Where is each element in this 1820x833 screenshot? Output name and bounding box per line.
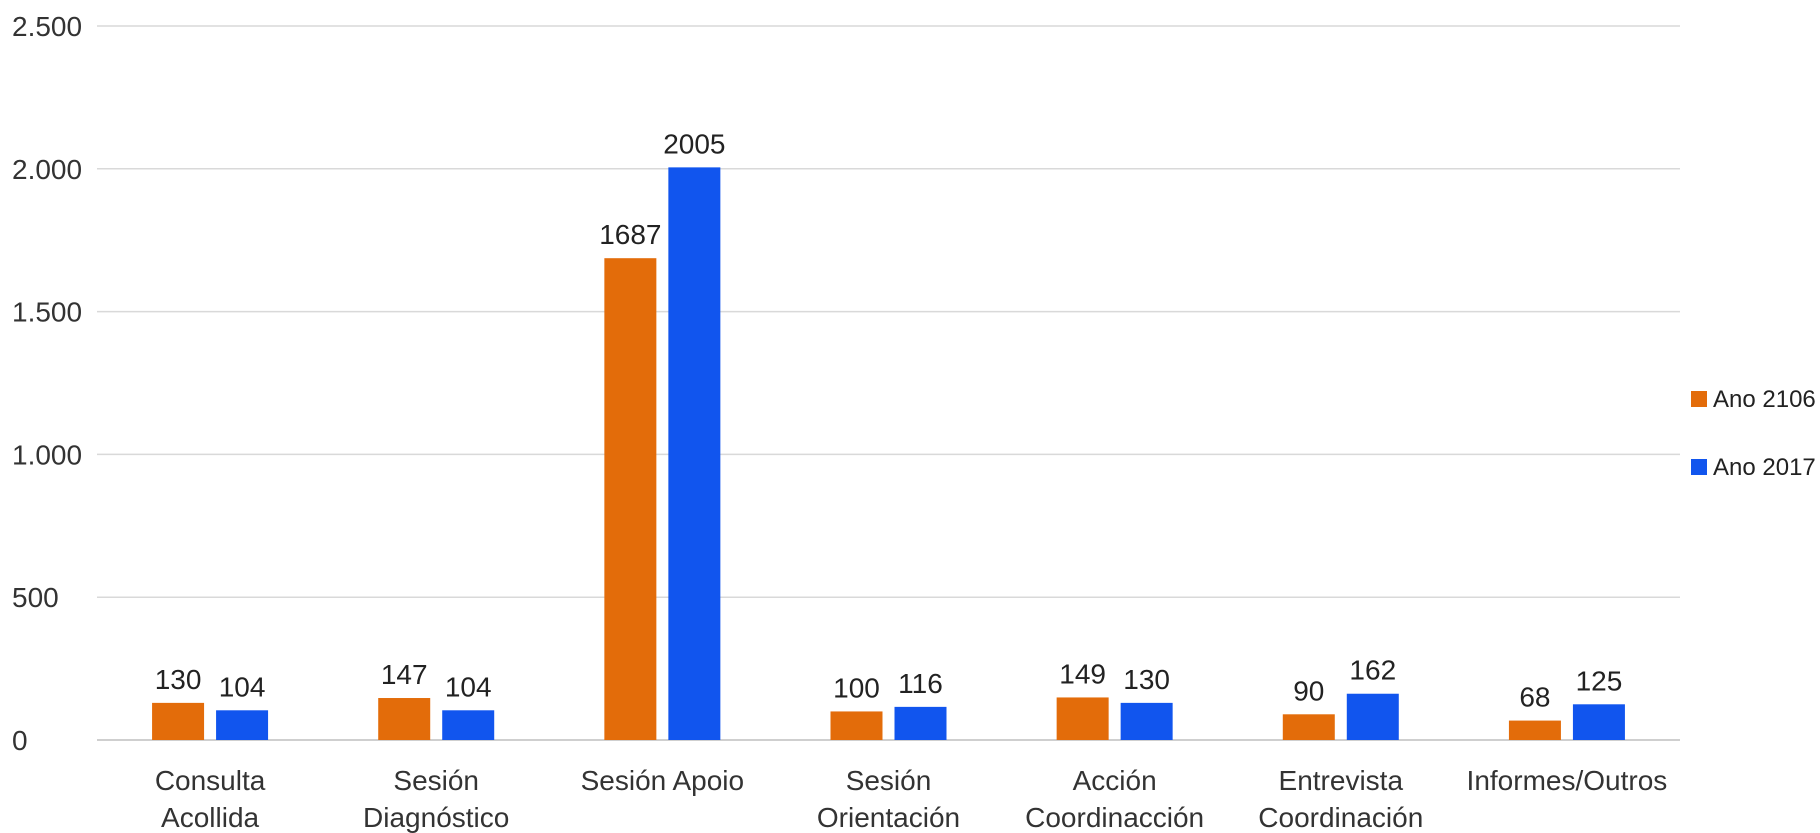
- bar-series2-6: [1572, 704, 1625, 740]
- bar-series1-2: [604, 258, 657, 740]
- x-category-label: Coordinación: [1258, 802, 1423, 833]
- bar-series1-4: [1056, 697, 1109, 740]
- data-label: 68: [1519, 682, 1550, 713]
- y-tick-label: 2.000: [12, 154, 82, 185]
- x-category-label: Sesión: [393, 765, 479, 796]
- y-tick-label: 500: [12, 582, 59, 613]
- bars: [152, 167, 1625, 740]
- x-category-label: Consulta: [155, 765, 266, 796]
- x-category-label: Sesión Apoio: [581, 765, 744, 796]
- y-axis-tick-labels: 0 500 1.000 1.500 2.000 2.500: [12, 11, 82, 756]
- legend-label: Ano 2017: [1713, 454, 1816, 481]
- bar-series1-6: [1508, 720, 1561, 740]
- y-tick-label: 0: [12, 725, 28, 756]
- data-label: 149: [1059, 658, 1106, 689]
- y-tick-label: 1.000: [12, 439, 82, 470]
- bar-series2-0: [216, 710, 269, 740]
- data-label: 2005: [663, 128, 725, 159]
- data-label: 162: [1349, 655, 1396, 686]
- legend-swatch: [1691, 391, 1707, 407]
- data-label: 1687: [599, 219, 661, 250]
- y-tick-label: 1.500: [12, 297, 82, 328]
- y-tick-label: 2.500: [12, 11, 82, 42]
- data-labels: 130 104 147 104 1687 2005 100 116 149 130 90 162 68 1…: [155, 128, 1623, 712]
- bar-series2-3: [894, 706, 947, 740]
- data-label: 104: [219, 671, 266, 702]
- x-category-label: Sesión: [846, 765, 932, 796]
- bar-series2-1: [442, 710, 495, 740]
- x-category-label: Acción: [1073, 765, 1157, 796]
- bar-series2-4: [1120, 702, 1173, 740]
- data-label: 147: [381, 659, 428, 690]
- bar-series2-2: [668, 167, 721, 740]
- bar-series1-3: [830, 711, 883, 740]
- x-category-label: Orientación: [817, 802, 960, 833]
- bar-series1-0: [152, 702, 205, 740]
- x-category-label: Informes/Outros: [1467, 765, 1668, 796]
- gridlines: [97, 25, 1680, 741]
- data-label: 116: [898, 668, 943, 699]
- x-category-label: Entrevista: [1279, 765, 1404, 796]
- legend-label: Ano 2106: [1713, 386, 1816, 413]
- data-label: 130: [155, 664, 202, 695]
- data-label: 125: [1576, 665, 1623, 696]
- bar-series1-1: [378, 698, 431, 740]
- x-category-label: Acollida: [161, 802, 259, 833]
- legend: Ano 2106 Ano 2017: [1691, 386, 1816, 481]
- x-category-label: Coordinacción: [1025, 802, 1204, 833]
- data-label: 100: [833, 672, 880, 703]
- legend-swatch: [1691, 459, 1707, 475]
- data-label: 90: [1293, 675, 1324, 706]
- data-label: 130: [1123, 664, 1170, 695]
- bar-series1-5: [1282, 714, 1335, 740]
- x-axis-category-labels: Consulta Acollida Sesión Diagnóstico Sesión …: [155, 765, 1667, 833]
- bar-series2-5: [1346, 693, 1399, 740]
- data-label: 104: [445, 671, 492, 702]
- x-category-label: Diagnóstico: [363, 802, 509, 833]
